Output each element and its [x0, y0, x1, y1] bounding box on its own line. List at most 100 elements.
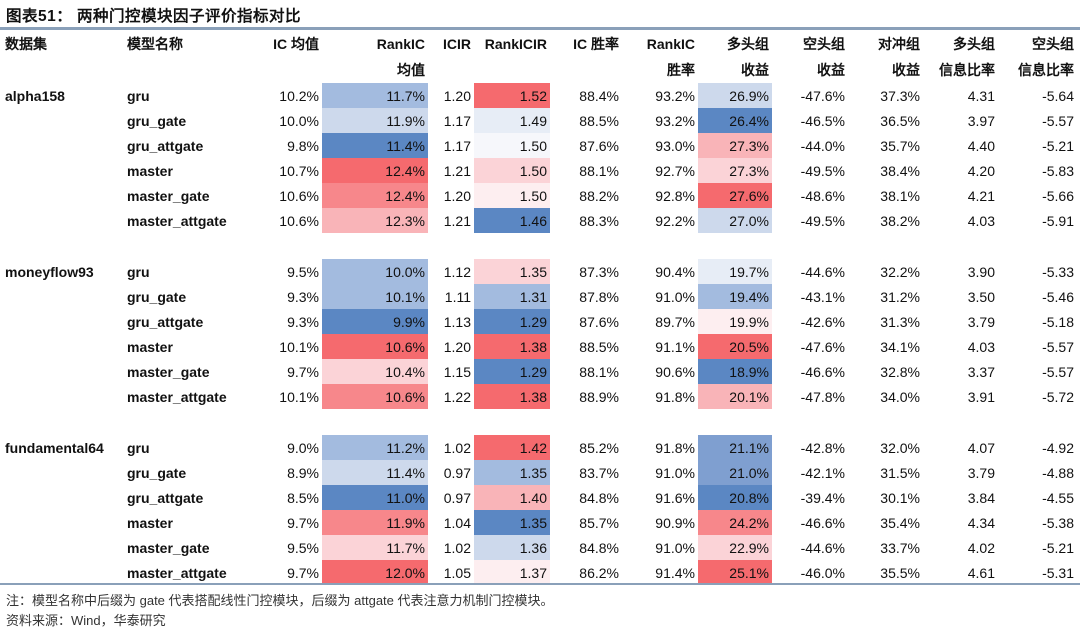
- icir-cell: 1.11: [444, 288, 471, 305]
- rankicir-cell: 1.35: [474, 460, 550, 485]
- long-ir-cell: 3.50: [967, 288, 995, 305]
- short-ir-cell: -4.92: [1042, 439, 1074, 456]
- rankic-win-cell: 91.0%: [655, 539, 695, 556]
- column-header: RankIC: [646, 36, 695, 52]
- short-cell: -47.6%: [800, 87, 845, 104]
- rankicir-cell: 1.42: [474, 435, 550, 460]
- icir-cell: 1.02: [443, 539, 471, 556]
- column-header: 胜率: [667, 62, 695, 78]
- dataset-cell: [0, 183, 122, 208]
- rankic-win-cell: 90.6%: [655, 363, 695, 380]
- icir-cell: 1.17: [443, 137, 471, 154]
- column-header: IC 胜率: [573, 36, 619, 52]
- dataset-cell: [0, 359, 122, 384]
- ic-win-cell: 88.5%: [579, 112, 619, 129]
- icir-cell: 1.04: [443, 514, 471, 531]
- rankicir-cell: 1.31: [474, 284, 550, 309]
- long-cell: 27.3%: [698, 133, 772, 158]
- ic-win-cell: 87.6%: [579, 137, 619, 154]
- column-header: ICIR: [443, 36, 471, 52]
- short-cell: -47.8%: [800, 388, 845, 405]
- dataset-cell: [0, 133, 122, 158]
- dataset-cell: [0, 510, 122, 535]
- short-ir-cell: -5.57: [1042, 338, 1074, 355]
- long-ir-cell: 4.20: [967, 162, 995, 179]
- long-ir-cell: 4.02: [967, 539, 995, 556]
- ic-cell: 10.6%: [279, 212, 319, 229]
- long-cell: 21.1%: [698, 435, 772, 460]
- table-row: master_gate 9.7% 10.4% 1.15 1.29 88.1% 90.6% 18…: [0, 359, 1077, 384]
- rankic-win-cell: 93.2%: [655, 87, 695, 104]
- long-cell: 19.7%: [698, 259, 772, 284]
- ic-cell: 9.5%: [287, 539, 319, 556]
- dataset-cell: fundamental64: [5, 439, 104, 456]
- ic-win-cell: 83.7%: [579, 464, 619, 481]
- short-ir-cell: -5.46: [1042, 288, 1074, 305]
- ic-cell: 10.7%: [279, 162, 319, 179]
- column-header: 收益: [817, 62, 845, 78]
- model-cell: gru: [127, 439, 150, 456]
- rankicir-cell: 1.29: [474, 309, 550, 334]
- icir-cell: 0.97: [443, 489, 471, 506]
- short-cell: -42.1%: [800, 464, 845, 481]
- model-cell: master_attgate: [127, 212, 227, 229]
- short-ir-cell: -5.57: [1042, 112, 1074, 129]
- model-cell: master_attgate: [127, 564, 227, 581]
- short-ir-cell: -5.33: [1042, 263, 1074, 280]
- hedge-cell: 37.3%: [880, 87, 920, 104]
- ic-win-cell: 87.8%: [579, 288, 619, 305]
- long-ir-cell: 3.79: [967, 313, 995, 330]
- hedge-cell: 38.2%: [880, 212, 920, 229]
- model-cell: gru_attgate: [127, 313, 204, 330]
- rankic-win-cell: 90.9%: [655, 514, 695, 531]
- ic-cell: 9.5%: [287, 263, 319, 280]
- factor-evaluation-table: 数据集 模型名称 IC 均值 RankIC ICIR RankICIR IC 胜率 RankI…: [0, 31, 1077, 585]
- ic-win-cell: 87.6%: [579, 313, 619, 330]
- icir-cell: 1.17: [443, 112, 471, 129]
- short-ir-cell: -5.18: [1042, 313, 1074, 330]
- rankicir-cell: 1.35: [474, 259, 550, 284]
- ic-cell: 8.5%: [287, 489, 319, 506]
- long-cell: 22.9%: [698, 535, 772, 560]
- model-cell: master_gate: [127, 187, 210, 204]
- rankic-win-cell: 91.0%: [655, 464, 695, 481]
- rankic-cell: 10.6%: [322, 384, 428, 409]
- hedge-cell: 33.7%: [880, 539, 920, 556]
- short-ir-cell: -5.38: [1042, 514, 1074, 531]
- rankic-cell: 12.0%: [322, 560, 428, 585]
- icir-cell: 1.21: [443, 162, 471, 179]
- long-cell: 27.3%: [698, 158, 772, 183]
- model-cell: master_gate: [127, 539, 210, 556]
- short-cell: -49.5%: [800, 162, 845, 179]
- rankic-win-cell: 91.0%: [655, 288, 695, 305]
- hedge-cell: 34.1%: [880, 338, 920, 355]
- model-cell: gru_gate: [127, 464, 187, 481]
- rankic-cell: 11.9%: [322, 108, 428, 133]
- short-ir-cell: -5.72: [1042, 388, 1074, 405]
- short-cell: -46.5%: [800, 112, 845, 129]
- long-ir-cell: 3.84: [967, 489, 995, 506]
- rankic-cell: 11.2%: [322, 435, 428, 460]
- dataset-cell: [0, 284, 122, 309]
- short-cell: -47.6%: [800, 338, 845, 355]
- icir-cell: 1.20: [443, 187, 471, 204]
- dataset-cell: [0, 485, 122, 510]
- long-cell: 20.5%: [698, 334, 772, 359]
- long-cell: 25.1%: [698, 560, 772, 585]
- rankicir-cell: 1.49: [474, 108, 550, 133]
- long-cell: 26.4%: [698, 108, 772, 133]
- rankicir-cell: 1.29: [474, 359, 550, 384]
- icir-cell: 1.20: [443, 338, 471, 355]
- rankic-win-cell: 89.7%: [655, 313, 695, 330]
- dataset-cell: [0, 560, 122, 585]
- long-ir-cell: 4.21: [967, 187, 995, 204]
- ic-cell: 10.1%: [279, 338, 319, 355]
- ic-win-cell: 88.3%: [579, 212, 619, 229]
- ic-cell: 9.8%: [287, 137, 319, 154]
- icir-cell: 1.20: [443, 87, 471, 104]
- long-ir-cell: 3.37: [967, 363, 995, 380]
- table-row: gru_gate 10.0% 11.9% 1.17 1.49 88.5% 93.2% 26.4…: [0, 108, 1077, 133]
- rankic-cell: 11.4%: [322, 133, 428, 158]
- spacer-cell: [0, 409, 1077, 435]
- column-header: 多头组: [727, 36, 769, 52]
